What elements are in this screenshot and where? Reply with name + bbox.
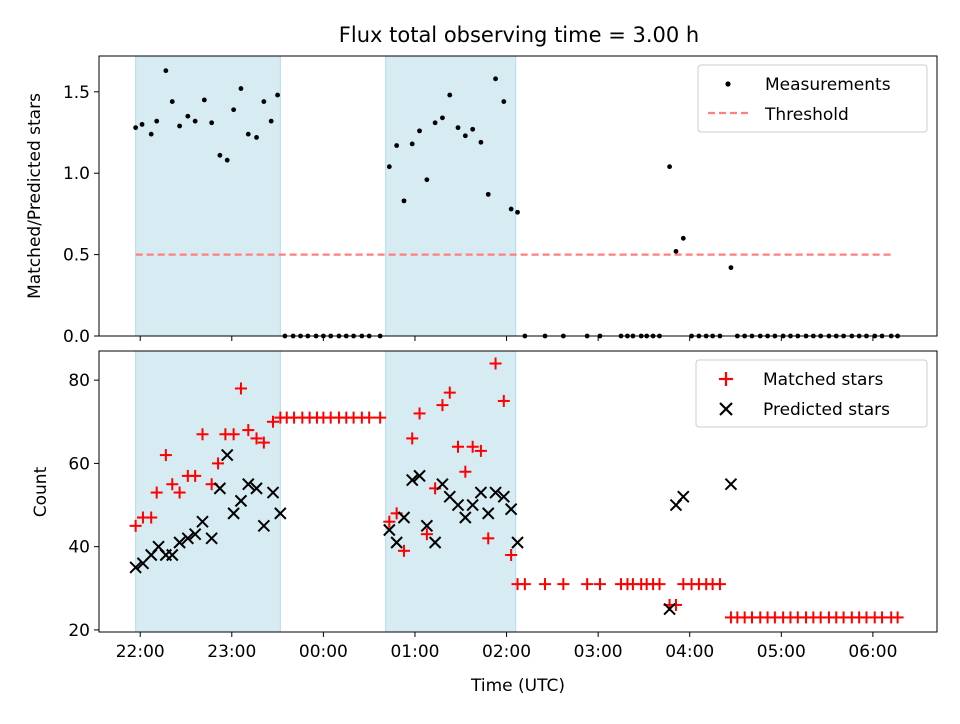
top-y-axis-label: Matched/Predicted stars bbox=[25, 93, 45, 299]
measurement-point bbox=[402, 198, 407, 203]
measurement-point bbox=[170, 99, 175, 104]
y-tick-label: 0.5 bbox=[63, 246, 90, 266]
measurement-point bbox=[394, 143, 399, 148]
shaded-interval-1 bbox=[386, 56, 516, 336]
measurement-point bbox=[470, 127, 475, 132]
measurement-point bbox=[149, 132, 154, 137]
measurement-point bbox=[501, 99, 506, 104]
bottom-y-axis-label: Count bbox=[31, 466, 51, 517]
measurement-point bbox=[246, 132, 251, 137]
figure-canvas: Flux total observing time = 3.00 h 0.0 0.… bbox=[0, 0, 960, 720]
measurement-point bbox=[463, 133, 468, 138]
x-tick-label: 04:00 bbox=[665, 642, 714, 662]
measurement-point bbox=[493, 76, 498, 81]
measurement-point bbox=[447, 93, 452, 98]
y-tick-label: 1.5 bbox=[63, 83, 90, 103]
measurement-point bbox=[193, 119, 198, 124]
y-tick-label: 20 bbox=[68, 621, 90, 641]
x-tick-label: 23:00 bbox=[207, 642, 256, 662]
measurement-point bbox=[154, 119, 159, 124]
measurement-point bbox=[261, 99, 266, 104]
measurement-point bbox=[185, 114, 190, 119]
legend-threshold-label: Threshold bbox=[764, 105, 849, 125]
y-tick-label: 1.0 bbox=[63, 164, 90, 184]
y-tick-label: 60 bbox=[68, 454, 90, 474]
measurement-point bbox=[681, 236, 686, 241]
y-tick-label: 40 bbox=[68, 538, 90, 558]
measurement-point bbox=[217, 153, 222, 158]
measurement-point bbox=[254, 135, 259, 140]
measurement-point bbox=[209, 120, 214, 125]
measurement-point bbox=[479, 140, 484, 145]
y-tick-label: 0.0 bbox=[63, 327, 90, 347]
measurement-point bbox=[424, 177, 429, 182]
x-tick-label: 02:00 bbox=[482, 642, 531, 662]
measurement-point bbox=[387, 164, 392, 169]
y-tick-label: 80 bbox=[68, 371, 90, 391]
measurement-point bbox=[177, 124, 182, 129]
legend-measurements-marker bbox=[725, 81, 730, 86]
measurement-point bbox=[225, 158, 230, 163]
measurement-point bbox=[440, 115, 445, 120]
shaded-interval-0 bbox=[136, 56, 281, 336]
x-tick-label: 06:00 bbox=[848, 642, 897, 662]
x-tick-label: 01:00 bbox=[390, 642, 439, 662]
measurement-point bbox=[231, 107, 236, 112]
measurement-point bbox=[417, 128, 422, 133]
measurement-point bbox=[456, 125, 461, 130]
x-tick-label: 22:00 bbox=[116, 642, 165, 662]
x-tick-label: 00:00 bbox=[299, 642, 348, 662]
legend-measurements-label: Measurements bbox=[765, 75, 891, 95]
measurement-point bbox=[729, 265, 734, 270]
measurement-point bbox=[163, 68, 168, 73]
x-axis-label: Time (UTC) bbox=[470, 676, 565, 696]
measurement-point bbox=[509, 207, 514, 212]
figure-title: Flux total observing time = 3.00 h bbox=[339, 23, 699, 47]
x-tick-label: 03:00 bbox=[574, 642, 623, 662]
measurement-point bbox=[674, 249, 679, 254]
measurement-point bbox=[202, 98, 207, 103]
measurement-point bbox=[515, 210, 520, 215]
legend-predicted-label: Predicted stars bbox=[763, 400, 890, 420]
legend-matched-label: Matched stars bbox=[763, 370, 883, 390]
measurement-point bbox=[667, 164, 672, 169]
x-tick-label: 05:00 bbox=[757, 642, 806, 662]
measurement-point bbox=[275, 93, 280, 98]
measurement-point bbox=[486, 192, 491, 197]
figure: Flux total observing time = 3.00 h 0.0 0.… bbox=[0, 0, 960, 720]
measurement-point bbox=[140, 122, 145, 127]
bottom-legend: Matched stars Predicted stars bbox=[696, 360, 927, 427]
measurement-point bbox=[433, 120, 438, 125]
measurement-point bbox=[269, 119, 274, 124]
measurement-point bbox=[239, 86, 244, 91]
top-legend: Measurements Threshold bbox=[698, 65, 927, 132]
measurement-point bbox=[133, 125, 138, 130]
measurement-point bbox=[410, 142, 415, 147]
